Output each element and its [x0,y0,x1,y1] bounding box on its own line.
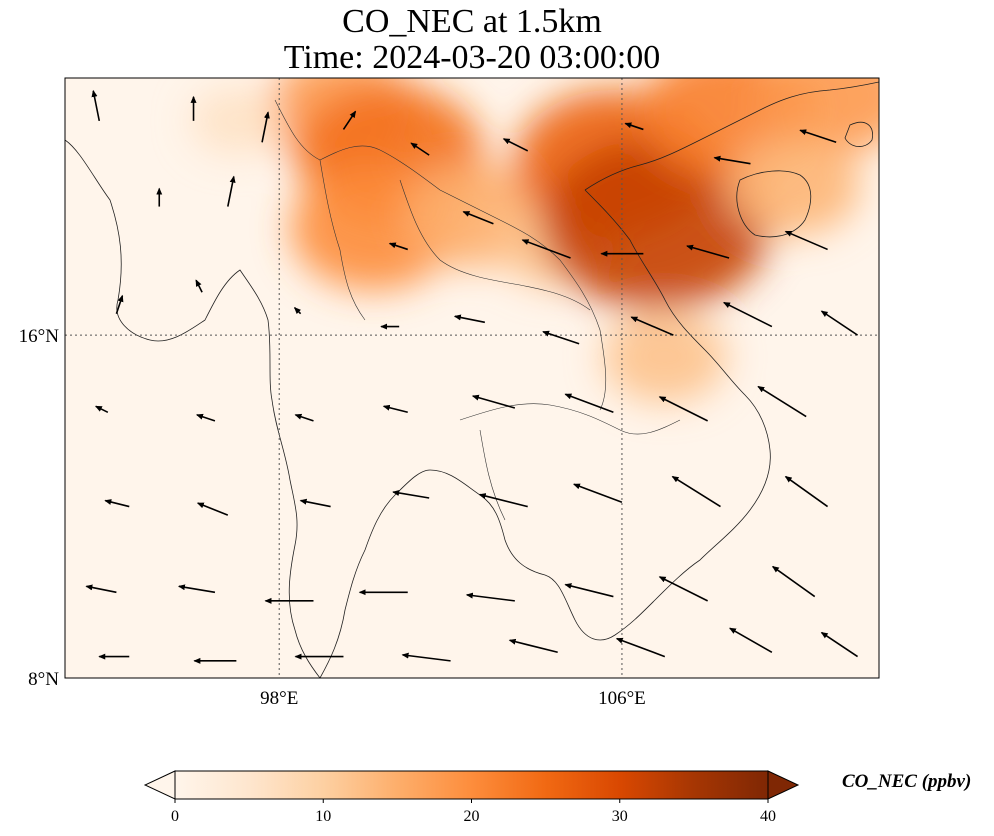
colorbar: 0 10 20 30 40 CO_NEC (ppbv) [143,770,971,825]
lon-tick-label: 98°E [260,688,298,709]
wind-arrow-27 [195,413,216,422]
wind-arrow-47 [564,583,614,598]
colorbar-tick-label: 20 [464,808,480,825]
axis-labels: 98°E 106°E 16°N 8°N [19,326,646,709]
lat-tick-label: 8°N [28,669,59,690]
wind-arrow-43 [177,584,216,594]
wind-arrow-23 [630,316,674,336]
wind-arrow-49 [771,565,816,598]
country-borders [274,99,681,521]
map-frame [64,77,880,679]
wind-arrow-22 [542,330,580,345]
wind-arrow-18 [195,279,203,293]
wind-arrow-36 [299,498,331,508]
wind-arrow-15 [686,244,730,259]
wind-arrow-13 [521,239,571,259]
gridlines [65,78,879,678]
wind-arrow-26 [94,405,109,414]
wind-arrow-39 [573,483,623,504]
wind-arrow-38 [478,493,528,508]
wind-arrow-6 [410,142,430,156]
wind-arrow-8 [624,122,644,131]
colorbar-tick-label: 30 [612,808,628,825]
colorbar-gradient [175,771,768,799]
wind-arrow-4 [227,175,236,207]
wind-arrow-33 [757,385,807,418]
wind-arrow-31 [564,393,614,414]
wind-arrow-29 [382,404,408,414]
wind-arrow-17 [115,294,124,314]
wind-arrow-40 [671,475,721,508]
wind-arrow-53 [401,652,451,662]
colorbar-tick-label: 10 [315,808,331,825]
wind-arrow-57 [820,631,859,658]
lon-tick-label: 106°E [598,688,646,709]
wind-arrow-28 [294,413,314,422]
lat-tick-label: 16°N [19,326,60,347]
wind-arrow-2 [261,111,270,143]
map-subtitle-time: Time: 2024-03-20 03:00:00 [283,39,661,76]
wind-arrow-0 [91,89,101,122]
co-concentration-field [190,78,879,403]
wind-arrow-7 [502,138,529,152]
wind-arrow-12 [462,210,494,225]
co-blob-9 [726,134,861,236]
wind-arrow-19 [293,307,302,315]
wind-arrow-10 [799,129,837,144]
wind-arrow-32 [658,396,708,422]
wind-arrow-35 [196,502,229,516]
wind-arrow-42 [85,584,117,594]
wind-arrow-16 [784,230,828,251]
wind-arrow-46 [465,592,515,602]
wind-arrow-41 [784,475,829,508]
wind-arrow-34 [104,499,130,508]
wind-arrow-25 [820,310,859,336]
co-blob-8 [758,78,879,154]
map-title: CO_NEC at 1.5km [342,3,602,40]
wind-arrow-9 [713,155,751,165]
wind-arrow-5 [342,110,357,130]
colorbar-label: CO_NEC (ppbv) [842,771,971,792]
co-blob-11 [190,86,283,156]
colorbar-tick-label: 0 [171,808,179,825]
colorbar-extend-low [143,770,176,800]
wind-arrow-55 [615,637,666,658]
colorbar-extend-high [767,770,800,800]
co-blob-6 [541,137,771,310]
wind-arrow-21 [453,314,486,324]
wind-arrow-37 [392,490,430,499]
co-blob-10 [603,310,727,403]
colorbar-tick-label: 40 [760,808,776,825]
wind-arrow-54 [508,638,558,654]
wind-arrow-24 [723,301,773,328]
wind-arrow-48 [658,576,708,602]
wind-arrow-11 [388,242,408,251]
wind-vector-field [85,89,859,664]
wind-arrow-56 [729,627,773,653]
wind-arrow-30 [471,394,516,409]
